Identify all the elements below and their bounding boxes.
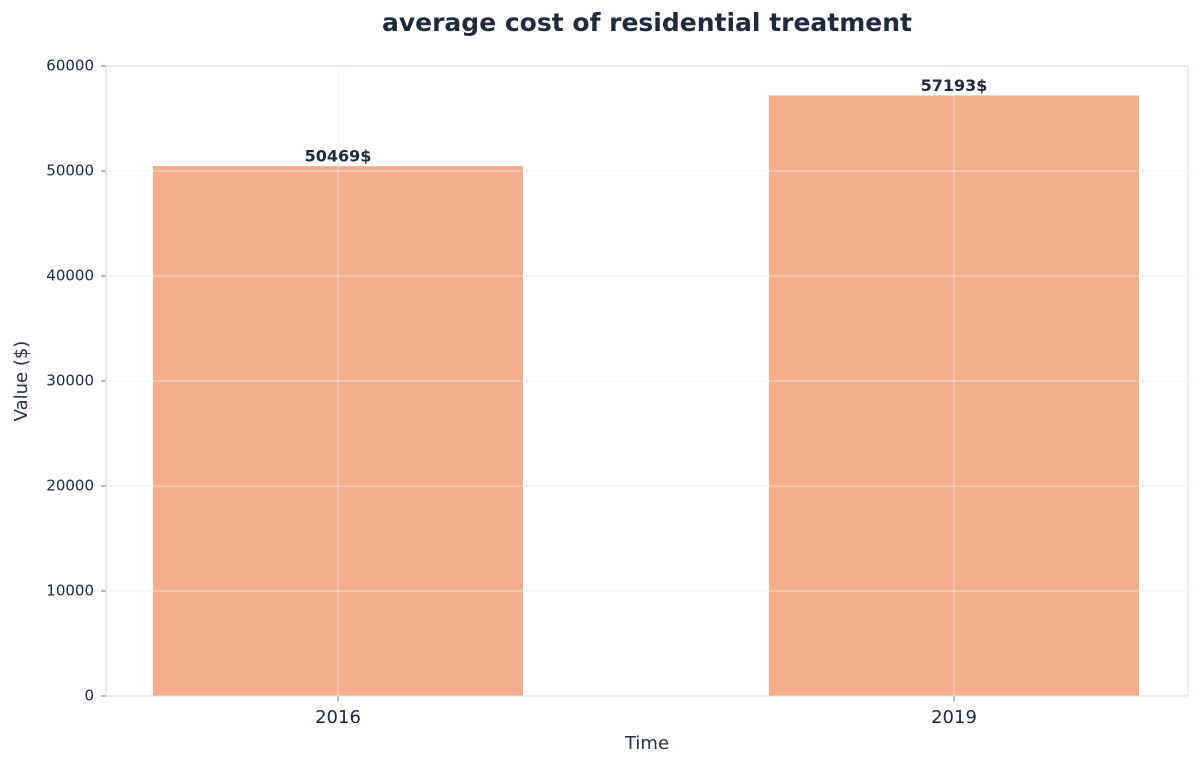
y-tick-label: 50000 — [46, 162, 94, 180]
plot-frame — [105, 65, 1189, 697]
y-tick-label: 40000 — [46, 267, 94, 285]
y-tick-label: 60000 — [46, 57, 94, 75]
y-tick-label: 0 — [84, 687, 94, 705]
y-tick-label: 30000 — [46, 372, 94, 390]
x-tick-label: 2016 — [315, 707, 361, 728]
x-axis-label: Time — [624, 733, 669, 754]
y-tick-label: 20000 — [46, 477, 94, 495]
y-axis-label: Value ($) — [11, 341, 32, 422]
y-tick-label: 10000 — [46, 582, 94, 600]
chart-title: average cost of residential treatment — [382, 8, 912, 37]
x-tick-label: 2019 — [931, 707, 977, 728]
